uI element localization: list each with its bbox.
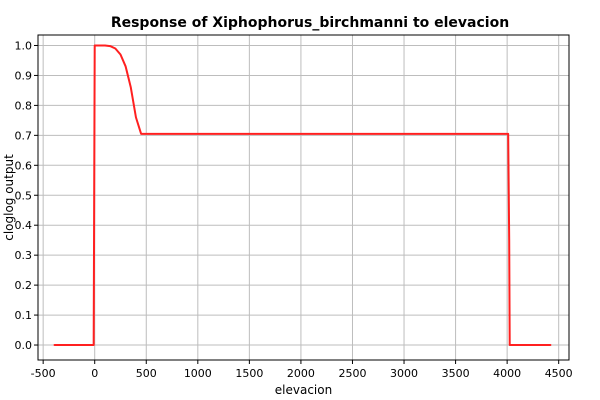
y-tick-label: 0.7 bbox=[15, 129, 33, 142]
x-tick-label: 3000 bbox=[390, 367, 418, 380]
y-tick-label: 1.0 bbox=[15, 39, 33, 52]
y-tick-label: 0.8 bbox=[15, 99, 33, 112]
x-tick-label: 1000 bbox=[184, 367, 212, 380]
x-tick-label: 500 bbox=[136, 367, 157, 380]
response-curve bbox=[53, 44, 552, 347]
x-tick-label: 3500 bbox=[442, 367, 470, 380]
x-tick-label: 4000 bbox=[493, 367, 521, 380]
plot-frame bbox=[37, 34, 570, 361]
x-tick-label: 2000 bbox=[287, 367, 315, 380]
y-tick-label: 0.9 bbox=[15, 69, 33, 82]
grid bbox=[38, 35, 569, 360]
x-tick-label: 4500 bbox=[545, 367, 573, 380]
x-axis-label: elevacion bbox=[275, 383, 332, 397]
x-tick-label: 1500 bbox=[235, 367, 263, 380]
y-tick-label: 0.4 bbox=[15, 219, 33, 232]
y-tick-label: 0.0 bbox=[15, 339, 33, 352]
y-tick-label: 0.5 bbox=[15, 189, 33, 202]
y-tick-label: 0.2 bbox=[15, 279, 33, 292]
x-tick-label: -500 bbox=[31, 367, 56, 380]
chart-title: Response of Xiphophorus_birchmanni to el… bbox=[111, 15, 509, 31]
axis-ticks: -500 0 500 1000 1500 2000 2500 3000 3500 4000 4500… bbox=[15, 39, 573, 380]
x-tick-label: 0 bbox=[91, 367, 98, 380]
y-tick-label: 0.6 bbox=[15, 159, 33, 172]
y-axis-label: cloglog output bbox=[2, 154, 16, 241]
y-tick-label: 0.1 bbox=[15, 309, 33, 322]
y-tick-label: 0.3 bbox=[15, 249, 33, 262]
series-layer bbox=[53, 44, 552, 347]
x-tick-label: 2500 bbox=[338, 367, 366, 380]
